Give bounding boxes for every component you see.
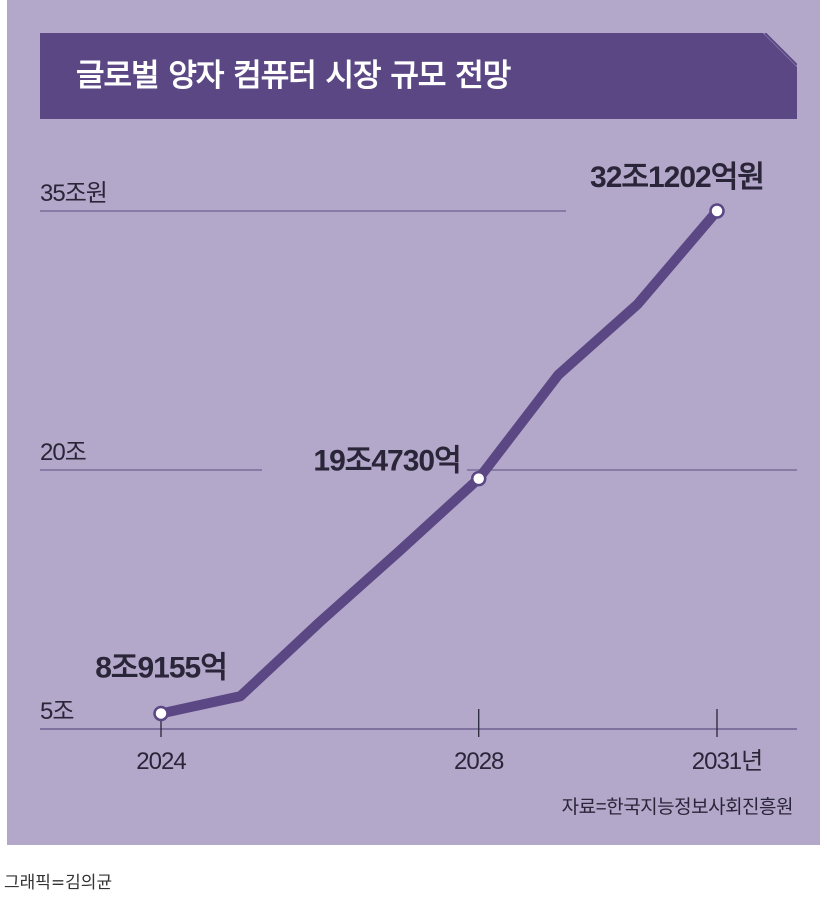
- data-point-marker: [709, 203, 725, 219]
- y-tick-label: 35조원: [40, 180, 107, 207]
- data-point-marker: [153, 705, 169, 722]
- x-tick-label: 2031년: [692, 748, 762, 775]
- banner-corner-decoration: [763, 33, 797, 67]
- data-label: 32조1202억원: [590, 161, 764, 194]
- data-label: 19조4730억: [313, 445, 460, 478]
- series-line: [156, 206, 722, 719]
- data-label: 8조9155억: [95, 651, 227, 684]
- x-tick-label: 2024: [136, 748, 186, 775]
- x-tick-label: 2028: [454, 748, 504, 775]
- data-point-marker: [470, 470, 487, 487]
- chart-panel: 글로벌 양자 컴퓨터 시장 규모 전망: [7, 0, 820, 845]
- title-banner: 글로벌 양자 컴퓨터 시장 규모 전망: [40, 33, 797, 119]
- y-tick-label: 5조: [40, 698, 73, 725]
- graphic-credit: 그래픽=김의균: [4, 873, 113, 893]
- source-note: 자료=한국지능정보사회진흥원: [562, 796, 793, 818]
- y-tick-label: 20조: [40, 439, 86, 466]
- chart-title: 글로벌 양자 컴퓨터 시장 규모 전망: [76, 58, 511, 94]
- line-chart: 35조원 20조 5조 2024 2028 2031년 8조9155억 19조4730억 32조…: [40, 161, 797, 818]
